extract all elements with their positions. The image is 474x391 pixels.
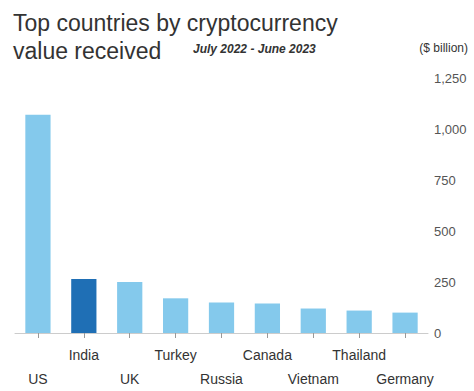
svg-text:Germany: Germany [376, 371, 434, 387]
svg-text:1,250: 1,250 [434, 71, 467, 86]
svg-text:($ billion): ($ billion) [419, 41, 468, 55]
svg-text:Canada: Canada [243, 347, 292, 363]
svg-text:750: 750 [434, 173, 456, 188]
svg-text:value received: value received [13, 38, 161, 64]
svg-text:1,000: 1,000 [434, 122, 467, 137]
svg-text:Top countries by cryptocurrenc: Top countries by cryptocurrency [13, 10, 344, 36]
svg-text:Russia: Russia [200, 371, 243, 387]
svg-text:Vietnam: Vietnam [288, 371, 339, 387]
svg-text:UK: UK [120, 371, 140, 387]
svg-text:Turkey: Turkey [154, 347, 196, 363]
svg-text:0: 0 [434, 326, 441, 341]
svg-text:250: 250 [434, 275, 456, 290]
svg-text:500: 500 [434, 224, 456, 239]
svg-text:Thailand: Thailand [332, 347, 386, 363]
svg-text:July 2022 - June 2023: July 2022 - June 2023 [193, 42, 316, 56]
svg-text:US: US [28, 371, 47, 387]
svg-text:India: India [69, 347, 100, 363]
